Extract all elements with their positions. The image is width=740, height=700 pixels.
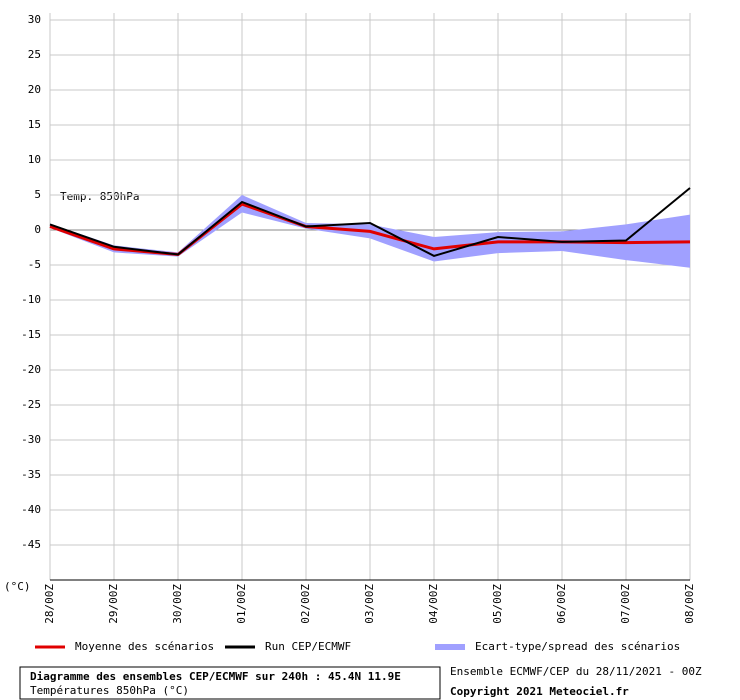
x-tick-label: 02/00Z — [299, 584, 312, 624]
y-tick-label: -15 — [21, 328, 41, 341]
legend-label: Ecart-type/spread des scénarios — [475, 640, 680, 653]
x-tick-label: 05/00Z — [491, 584, 504, 624]
copyright: Copyright 2021 Meteociel.fr — [450, 685, 629, 698]
y-tick-label: 5 — [34, 188, 41, 201]
x-tick-label: 06/00Z — [555, 584, 568, 624]
x-tick-label: 30/00Z — [171, 584, 184, 624]
x-tick-label: 29/00Z — [107, 584, 120, 624]
y-tick-label: 10 — [28, 153, 41, 166]
x-tick-label: 08/00Z — [683, 584, 696, 624]
y-unit: (°C) — [4, 580, 31, 593]
y-tick-label: -25 — [21, 398, 41, 411]
series-line — [49, 187, 691, 257]
y-tick-label: -20 — [21, 363, 41, 376]
y-tick-label: 0 — [34, 223, 41, 236]
legend-label: Moyenne des scénarios — [75, 640, 214, 653]
y-tick-label: 20 — [28, 83, 41, 96]
y-tick-label: -40 — [21, 503, 41, 516]
y-tick-label: 30 — [28, 13, 41, 26]
y-tick-label: -5 — [28, 258, 41, 271]
title-box — [19, 666, 441, 700]
x-tick-label: 28/00Z — [43, 584, 56, 624]
chart-title: Diagramme des ensembles CEP/ECMWF sur 24… — [30, 670, 401, 683]
y-tick-label: 15 — [28, 118, 41, 131]
y-tick-label: -45 — [21, 538, 41, 551]
y-tick-label: -35 — [21, 468, 41, 481]
chart-subtitle: Températures 850hPa (°C) — [30, 684, 189, 697]
annotation: Temp. 850hPa — [60, 190, 139, 203]
run-info: Ensemble ECMWF/CEP du 28/11/2021 - 00Z — [450, 665, 702, 678]
legend-label: Run CEP/ECMWF — [265, 640, 351, 653]
x-tick-label: 03/00Z — [363, 584, 376, 624]
x-tick-label: 01/00Z — [235, 584, 248, 624]
y-tick-label: 25 — [28, 48, 41, 61]
y-tick-label: -30 — [21, 433, 41, 446]
x-tick-label: 07/00Z — [619, 584, 632, 624]
y-tick-label: -10 — [21, 293, 41, 306]
x-tick-label: 04/00Z — [427, 584, 440, 624]
